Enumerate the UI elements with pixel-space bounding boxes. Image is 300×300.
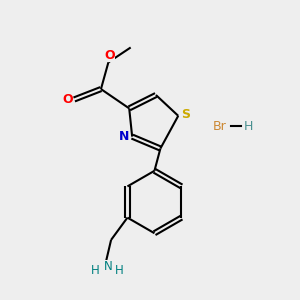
- Text: O: O: [104, 49, 115, 62]
- Text: H: H: [91, 264, 100, 277]
- Text: H: H: [243, 120, 253, 133]
- Text: H: H: [115, 264, 124, 277]
- Text: S: S: [181, 108, 190, 121]
- Text: O: O: [62, 93, 73, 106]
- Text: Br: Br: [213, 120, 227, 133]
- Text: N: N: [104, 260, 112, 273]
- Text: N: N: [119, 130, 129, 143]
